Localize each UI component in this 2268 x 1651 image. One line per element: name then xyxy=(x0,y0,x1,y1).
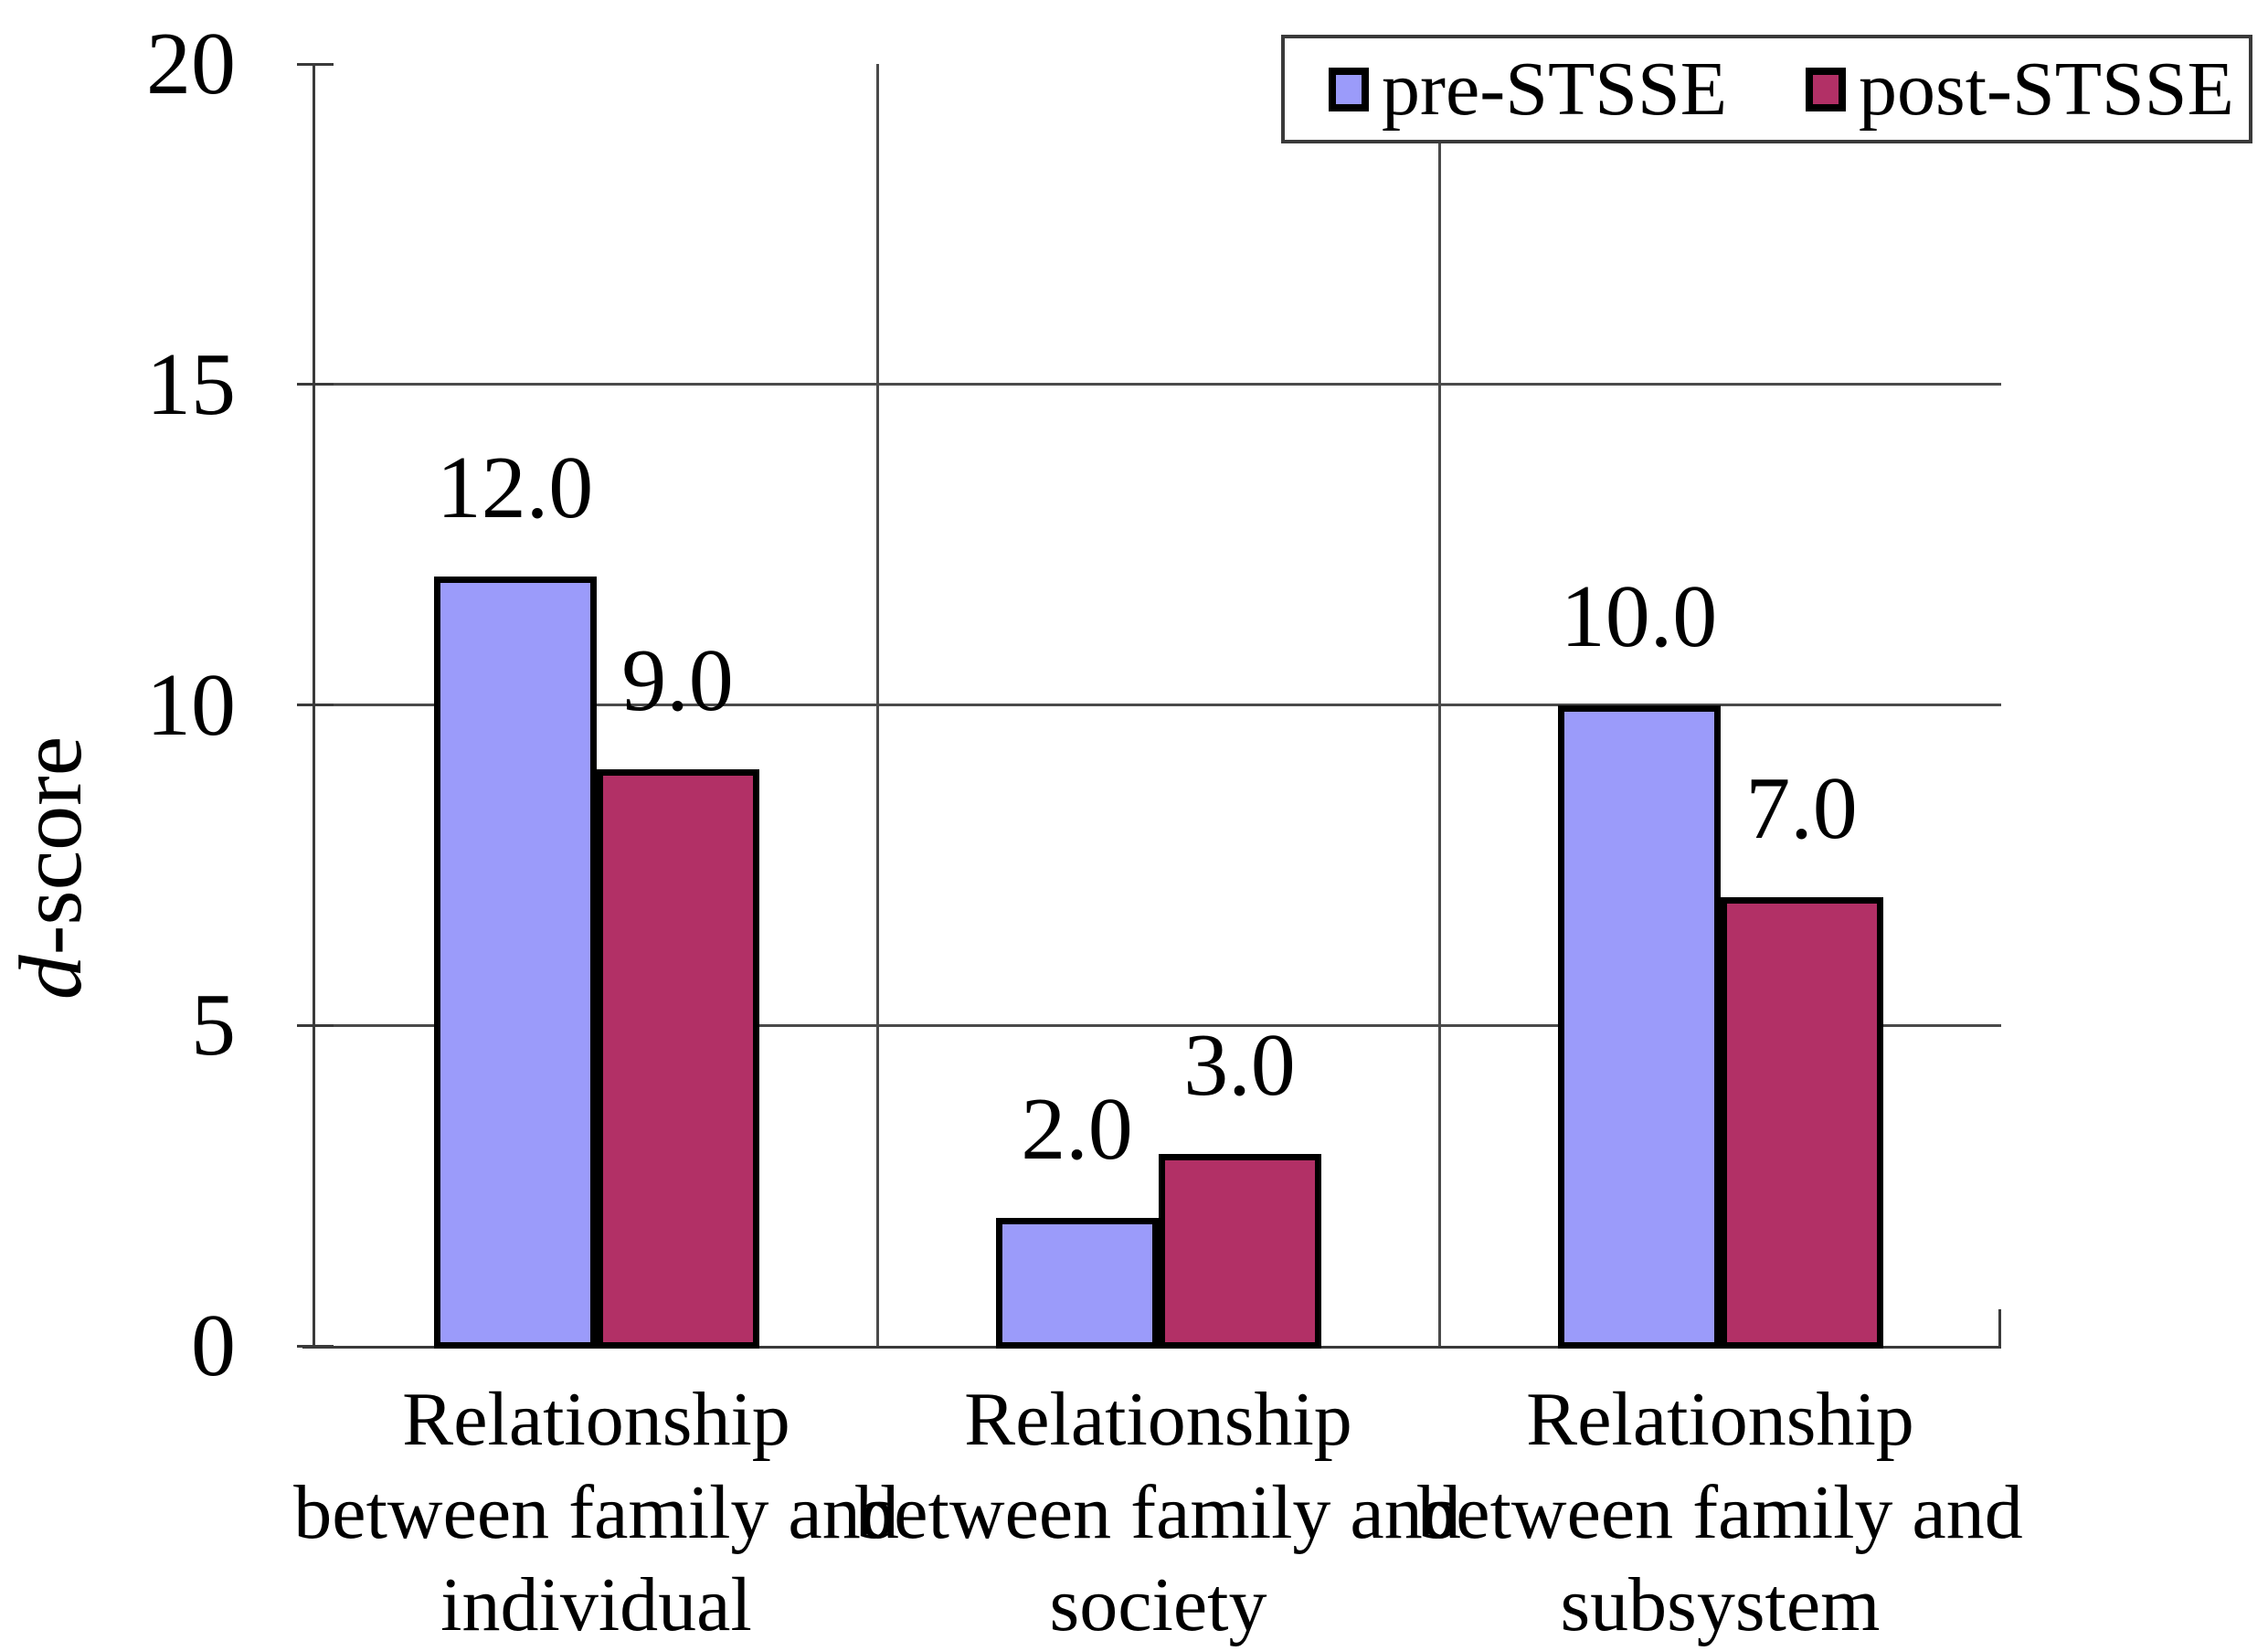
category-separator xyxy=(1437,64,1441,1346)
y-axis-tick xyxy=(297,1023,334,1027)
legend-label-pre-stsse: pre-STSSE xyxy=(1382,46,1727,132)
y-axis-tick xyxy=(297,62,334,66)
y-tick-label-5: 5 xyxy=(191,976,236,1075)
value-label-12.0: 12.0 xyxy=(436,439,594,538)
y-tick-label-10: 10 xyxy=(146,655,236,755)
legend-label-post-stsse: post-STSSE xyxy=(1859,46,2234,132)
value-label-7.0: 7.0 xyxy=(1745,759,1858,859)
bar-pre-STSSE-category-1 xyxy=(433,577,597,1349)
category-label-2: Relationship between family and society xyxy=(793,1373,1524,1651)
category-label-line: between family and xyxy=(1417,1469,2023,1555)
bar-pre-STSSE-category-2 xyxy=(995,1217,1159,1349)
y-tick-label-20: 20 xyxy=(146,15,236,113)
category-label-line: individual xyxy=(440,1562,752,1648)
y-axis-line xyxy=(313,64,315,1349)
value-label-2.0: 2.0 xyxy=(1021,1079,1133,1179)
legend-swatch-pre-stsse-icon xyxy=(1329,67,1369,111)
bar-post-STSSE-category-2 xyxy=(1158,1153,1321,1349)
y-axis-tick xyxy=(297,704,334,706)
y-axis-tick xyxy=(297,1344,334,1348)
legend: pre-STSSE post-STSSE xyxy=(1281,35,2252,143)
category-label-line: Relationship xyxy=(964,1377,1352,1462)
category-label-3: Relationship between family and subsystem xyxy=(1355,1373,2086,1651)
bar-pre-STSSE-category-3 xyxy=(1557,704,1721,1349)
category-separator xyxy=(875,64,879,1346)
bar-post-STSSE-category-1 xyxy=(596,768,759,1349)
gridline-y-5 xyxy=(315,1023,2001,1027)
legend-swatch-post-stsse-icon xyxy=(1806,67,1846,111)
y-axis-tick xyxy=(297,383,334,386)
value-label-9.0: 9.0 xyxy=(621,630,734,730)
value-label-10.0: 10.0 xyxy=(1560,566,1718,666)
bar-post-STSSE-category-3 xyxy=(1720,896,1883,1349)
gridline-y-10 xyxy=(315,704,2001,706)
value-label-3.0: 3.0 xyxy=(1183,1015,1296,1115)
gridline-y-15 xyxy=(315,383,2001,386)
legend-entry-pre-stsse: pre-STSSE xyxy=(1329,46,1727,132)
x-axis-end-tick xyxy=(1998,1309,2001,1346)
category-label-1: Relationship between family and individual xyxy=(231,1373,962,1651)
category-label-line: Relationship xyxy=(1526,1377,1914,1462)
category-label-line: Relationship xyxy=(402,1377,790,1462)
y-tick-label-0: 0 xyxy=(191,1296,236,1395)
category-label-line: between family and xyxy=(855,1469,1461,1555)
legend-entry-post-stsse: post-STSSE xyxy=(1806,46,2234,132)
y-tick-label-15: 15 xyxy=(146,334,236,434)
category-label-line: subsystem xyxy=(1560,1562,1881,1648)
category-label-line: society xyxy=(1049,1562,1267,1648)
category-label-line: between family and xyxy=(293,1469,899,1555)
